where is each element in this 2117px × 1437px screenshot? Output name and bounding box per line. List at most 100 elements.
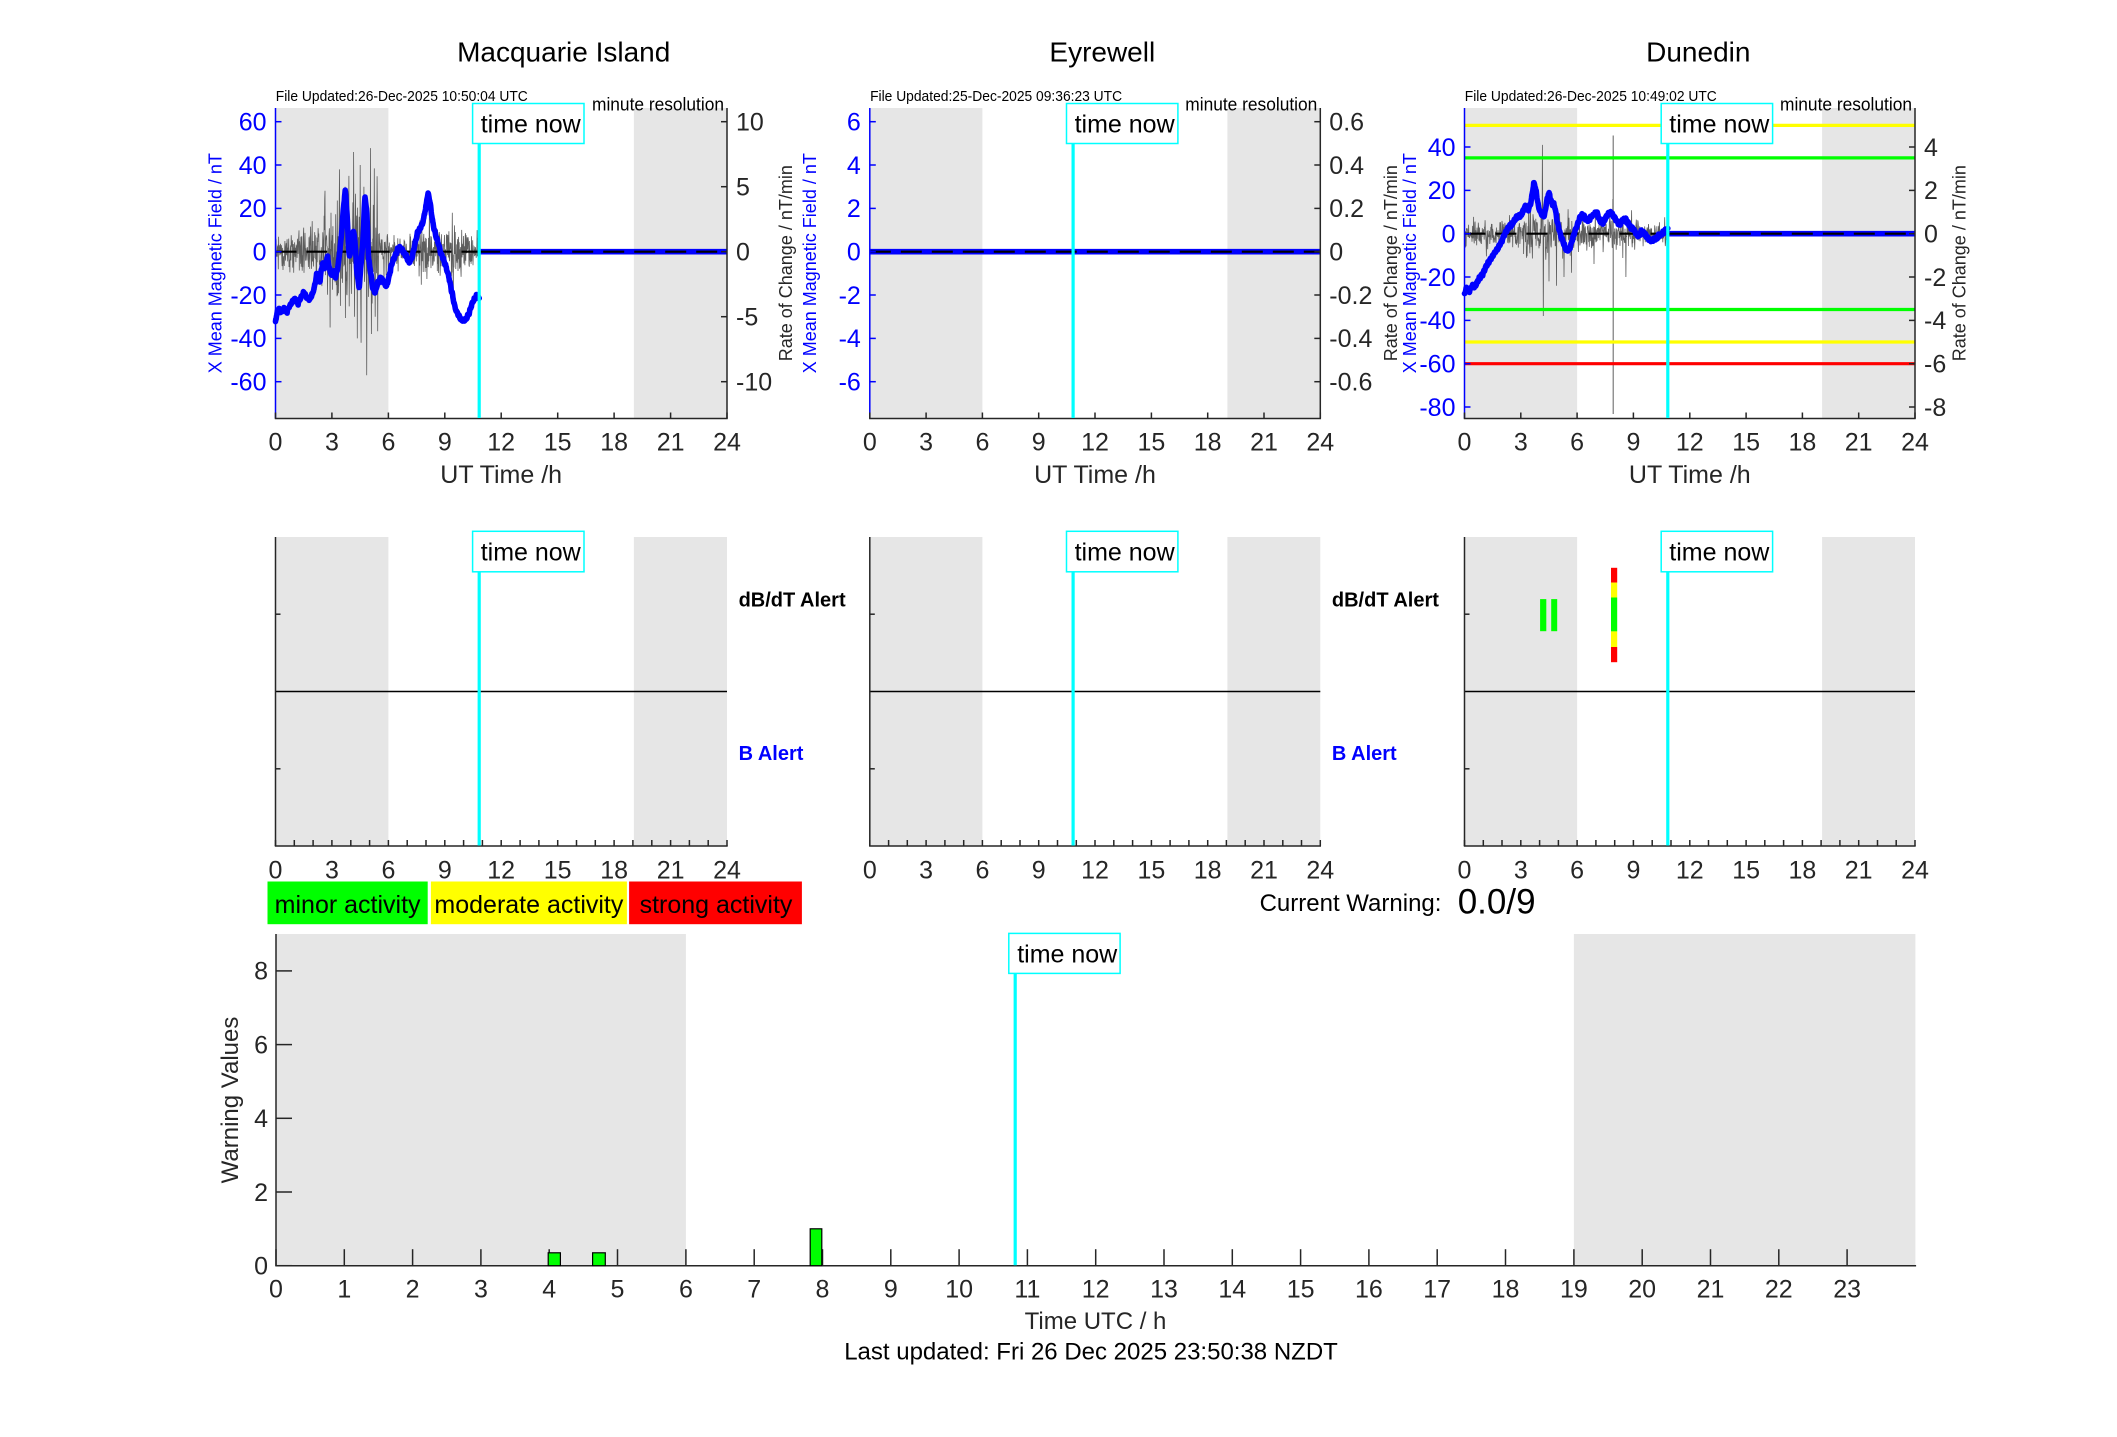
svg-text:24: 24 [1306, 428, 1334, 456]
svg-text:0: 0 [736, 239, 750, 267]
svg-text:-60: -60 [230, 369, 266, 397]
svg-text:12: 12 [1676, 428, 1704, 456]
svg-text:12: 12 [1081, 857, 1109, 885]
svg-text:6: 6 [254, 1031, 268, 1059]
svg-text:40: 40 [239, 152, 267, 180]
svg-text:60: 60 [239, 109, 267, 137]
svg-text:24: 24 [713, 857, 741, 885]
svg-text:20: 20 [1628, 1276, 1656, 1304]
svg-text:21: 21 [1250, 428, 1278, 456]
svg-text:8: 8 [816, 1276, 830, 1304]
svg-text:dB/dT Alert: dB/dT Alert [739, 590, 846, 612]
svg-text:-4: -4 [839, 325, 861, 353]
svg-text:0: 0 [1329, 239, 1343, 267]
svg-text:3: 3 [919, 857, 933, 885]
svg-text:5: 5 [736, 174, 750, 202]
svg-text:0: 0 [269, 428, 283, 456]
svg-text:-20: -20 [230, 282, 266, 310]
svg-text:Macquarie Island: Macquarie Island [457, 36, 670, 67]
svg-text:time now: time now [1075, 111, 1176, 139]
svg-text:12: 12 [487, 857, 515, 885]
svg-text:File Updated:25-Dec-2025 09:36: File Updated:25-Dec-2025 09:36:23 UTC [870, 89, 1122, 105]
svg-text:0: 0 [847, 239, 861, 267]
svg-text:15: 15 [1137, 428, 1165, 456]
svg-text:3: 3 [919, 428, 933, 456]
svg-text:6: 6 [975, 857, 989, 885]
svg-text:2: 2 [1924, 177, 1938, 205]
svg-text:minor activity: minor activity [275, 891, 421, 919]
svg-text:24: 24 [1901, 428, 1929, 456]
svg-text:15: 15 [1287, 1276, 1315, 1304]
svg-text:21: 21 [657, 428, 685, 456]
svg-text:time now: time now [481, 111, 582, 139]
svg-text:Eyrewell: Eyrewell [1049, 36, 1155, 67]
svg-text:23: 23 [1833, 1276, 1861, 1304]
svg-text:9: 9 [1626, 428, 1640, 456]
svg-text:18: 18 [600, 857, 628, 885]
svg-text:4: 4 [254, 1105, 268, 1133]
svg-text:19: 19 [1560, 1276, 1588, 1304]
svg-text:2: 2 [847, 195, 861, 223]
svg-text:9: 9 [1626, 857, 1640, 885]
svg-text:-20: -20 [1419, 264, 1455, 292]
svg-text:Rate of Change / nT/min: Rate of Change / nT/min [1381, 165, 1401, 361]
svg-text:-6: -6 [839, 369, 861, 397]
svg-text:0: 0 [269, 1276, 283, 1304]
svg-text:10: 10 [736, 109, 764, 137]
svg-text:3: 3 [325, 857, 339, 885]
svg-text:9: 9 [1032, 428, 1046, 456]
svg-text:time now: time now [1669, 111, 1770, 139]
svg-text:3: 3 [1514, 428, 1528, 456]
svg-text:-0.4: -0.4 [1329, 325, 1372, 353]
svg-text:9: 9 [438, 428, 452, 456]
svg-text:X Mean Magnetic Field / nT: X Mean Magnetic Field / nT [1400, 153, 1420, 373]
svg-text:Time UTC / h: Time UTC / h [1025, 1308, 1167, 1335]
svg-text:-10: -10 [736, 369, 772, 397]
svg-text:15: 15 [1732, 857, 1760, 885]
svg-text:15: 15 [544, 428, 572, 456]
svg-text:0: 0 [1442, 221, 1456, 249]
svg-text:0.0/9: 0.0/9 [1458, 882, 1536, 921]
svg-text:Warning Values: Warning Values [217, 1017, 244, 1184]
svg-text:4: 4 [1924, 134, 1938, 162]
svg-text:B Alert: B Alert [1332, 743, 1397, 765]
svg-text:15: 15 [1137, 857, 1165, 885]
svg-text:time now: time now [1075, 539, 1176, 567]
svg-text:6: 6 [1570, 428, 1584, 456]
svg-text:UT Time /h: UT Time /h [1629, 461, 1751, 489]
svg-text:10: 10 [945, 1276, 973, 1304]
svg-text:-5: -5 [736, 304, 758, 332]
svg-text:6: 6 [1570, 857, 1584, 885]
svg-text:X Mean Magnetic Field / nT: X Mean Magnetic Field / nT [800, 153, 820, 373]
svg-text:2: 2 [254, 1179, 268, 1207]
svg-text:0.4: 0.4 [1329, 152, 1364, 180]
svg-text:20: 20 [1428, 177, 1456, 205]
svg-text:9: 9 [1032, 857, 1046, 885]
svg-text:0: 0 [863, 857, 877, 885]
svg-text:6: 6 [679, 1276, 693, 1304]
svg-text:40: 40 [1428, 134, 1456, 162]
svg-text:Dunedin: Dunedin [1646, 36, 1750, 67]
svg-text:2: 2 [406, 1276, 420, 1304]
svg-text:11: 11 [1014, 1276, 1040, 1304]
svg-text:16: 16 [1355, 1276, 1383, 1304]
svg-text:time now: time now [1669, 539, 1770, 567]
svg-text:24: 24 [1306, 857, 1334, 885]
svg-text:-2: -2 [1924, 264, 1946, 292]
svg-text:9: 9 [438, 857, 452, 885]
svg-text:0: 0 [269, 857, 283, 885]
svg-text:-8: -8 [1924, 394, 1946, 422]
svg-text:7: 7 [747, 1276, 761, 1304]
svg-text:0.2: 0.2 [1329, 195, 1364, 223]
svg-text:21: 21 [1697, 1276, 1725, 1304]
svg-text:0: 0 [1924, 221, 1938, 249]
svg-text:minute resolution: minute resolution [1185, 95, 1317, 115]
svg-text:-0.2: -0.2 [1329, 282, 1372, 310]
svg-text:Current Warning:: Current Warning: [1260, 890, 1442, 917]
svg-text:6: 6 [381, 857, 395, 885]
svg-text:0: 0 [254, 1253, 268, 1281]
svg-text:18: 18 [1194, 857, 1222, 885]
svg-text:21: 21 [1845, 857, 1873, 885]
svg-text:6: 6 [975, 428, 989, 456]
svg-text:X Mean Magnetic Field / nT: X Mean Magnetic Field / nT [206, 153, 226, 373]
